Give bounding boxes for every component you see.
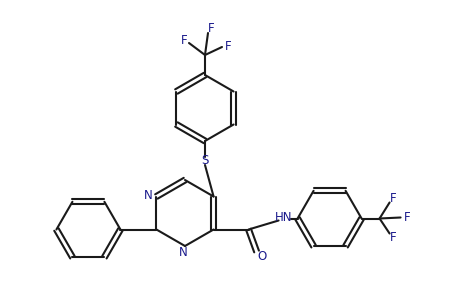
Text: N: N xyxy=(144,189,153,202)
Text: HN: HN xyxy=(275,211,292,224)
Text: F: F xyxy=(181,33,187,47)
Text: F: F xyxy=(404,211,411,224)
Text: F: F xyxy=(390,231,397,244)
Text: F: F xyxy=(390,192,397,205)
Text: N: N xyxy=(179,246,188,260)
Text: F: F xyxy=(225,40,231,52)
Text: F: F xyxy=(208,21,214,35)
Text: O: O xyxy=(257,250,266,263)
Text: S: S xyxy=(201,154,209,168)
